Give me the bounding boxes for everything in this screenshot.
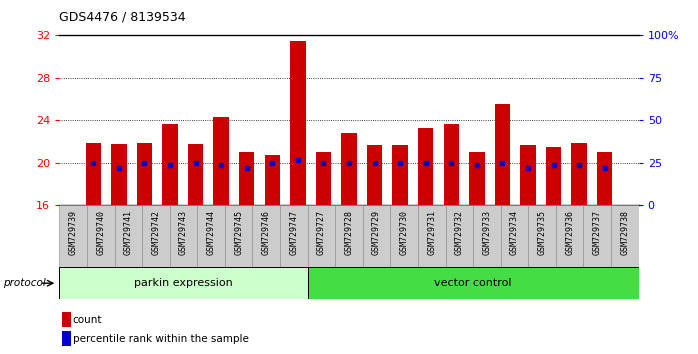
Bar — [225, 205, 253, 267]
Bar — [280, 205, 308, 267]
Bar — [62, 312, 71, 327]
Bar — [418, 128, 433, 205]
Bar — [597, 152, 612, 205]
Text: GSM729729: GSM729729 — [372, 210, 381, 255]
Text: GSM729747: GSM729747 — [290, 210, 298, 255]
Text: GSM729732: GSM729732 — [455, 210, 464, 255]
Text: GSM729735: GSM729735 — [537, 210, 547, 255]
Text: GSM729743: GSM729743 — [179, 210, 188, 255]
Bar — [444, 124, 459, 205]
Bar — [265, 155, 280, 205]
Bar — [86, 143, 101, 205]
Bar — [546, 147, 561, 205]
Bar — [584, 205, 611, 267]
Text: parkin expression: parkin expression — [134, 278, 233, 288]
Text: GSM729736: GSM729736 — [565, 210, 574, 255]
Bar — [111, 144, 126, 205]
Bar — [418, 205, 445, 267]
Text: GSM729744: GSM729744 — [207, 210, 216, 255]
Bar — [473, 205, 500, 267]
Bar — [163, 124, 178, 205]
Bar — [188, 144, 203, 205]
Bar — [572, 143, 587, 205]
Text: GSM729734: GSM729734 — [510, 210, 519, 255]
Bar — [87, 205, 114, 267]
Bar — [170, 205, 198, 267]
Bar — [469, 152, 484, 205]
Bar — [290, 41, 306, 205]
Text: GSM729728: GSM729728 — [345, 210, 353, 255]
Text: count: count — [73, 315, 102, 325]
Bar — [308, 267, 639, 299]
Bar — [308, 205, 335, 267]
Bar — [315, 152, 331, 205]
Bar — [611, 205, 639, 267]
Text: GDS4476 / 8139534: GDS4476 / 8139534 — [59, 11, 186, 24]
Bar — [62, 331, 71, 346]
Text: GSM729727: GSM729727 — [317, 210, 326, 255]
Bar — [335, 205, 363, 267]
Bar — [114, 205, 142, 267]
Text: GSM729742: GSM729742 — [151, 210, 161, 255]
Text: GSM729737: GSM729737 — [593, 210, 602, 255]
Bar — [59, 267, 308, 299]
Bar — [341, 133, 357, 205]
Text: GSM729738: GSM729738 — [621, 210, 630, 255]
Text: GSM729731: GSM729731 — [427, 210, 436, 255]
Bar — [445, 205, 473, 267]
Text: GSM729745: GSM729745 — [234, 210, 243, 255]
Bar — [214, 117, 229, 205]
Bar — [239, 152, 254, 205]
Bar — [363, 205, 390, 267]
Bar — [253, 205, 280, 267]
Text: GSM729730: GSM729730 — [400, 210, 408, 255]
Text: protocol: protocol — [3, 278, 46, 288]
Text: GSM729739: GSM729739 — [68, 210, 77, 255]
Bar — [495, 104, 510, 205]
Bar — [367, 145, 383, 205]
Bar — [198, 205, 225, 267]
Text: percentile rank within the sample: percentile rank within the sample — [73, 334, 248, 344]
Bar — [500, 205, 528, 267]
Bar — [528, 205, 556, 267]
Text: GSM729740: GSM729740 — [96, 210, 105, 255]
Bar — [142, 205, 170, 267]
Bar — [59, 205, 87, 267]
Bar — [390, 205, 418, 267]
Text: GSM729741: GSM729741 — [124, 210, 133, 255]
Bar — [556, 205, 584, 267]
Bar — [137, 143, 152, 205]
Bar — [392, 145, 408, 205]
Bar — [520, 145, 535, 205]
Text: GSM729733: GSM729733 — [482, 210, 491, 255]
Text: GSM729746: GSM729746 — [262, 210, 271, 255]
Text: vector control: vector control — [434, 278, 512, 288]
